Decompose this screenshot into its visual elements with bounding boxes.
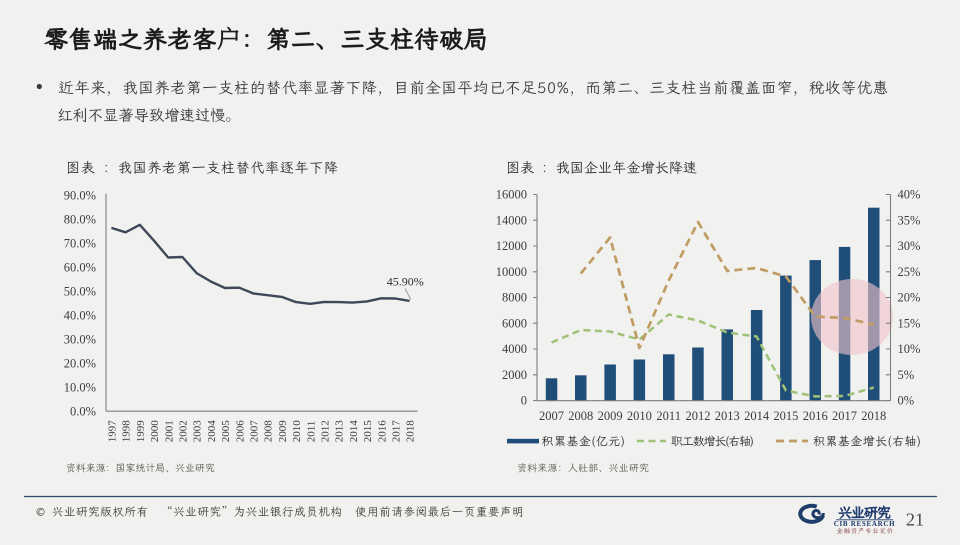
svg-text:2000: 2000 [149,420,161,443]
svg-text:4000: 4000 [502,342,527,356]
svg-text:2001: 2001 [163,420,175,442]
svg-text:0.0%: 0.0% [70,405,96,419]
svg-text:2004: 2004 [206,420,218,443]
svg-text:2014: 2014 [744,409,770,423]
svg-text:80.0%: 80.0% [64,213,96,227]
svg-text:2003: 2003 [192,420,204,443]
svg-text:30%: 30% [898,239,921,253]
svg-text:40%: 40% [898,188,921,202]
svg-text:35%: 35% [898,213,921,227]
svg-text:2011: 2011 [656,409,681,423]
svg-text:2013: 2013 [715,409,740,423]
svg-text:2017: 2017 [832,409,857,423]
svg-text:2012: 2012 [320,420,332,442]
svg-text:2010: 2010 [291,420,303,443]
svg-text:16000: 16000 [496,188,527,202]
svg-text:10000: 10000 [496,265,527,279]
svg-text:2015: 2015 [362,420,374,443]
svg-text:10.0%: 10.0% [64,381,96,395]
svg-text:2009: 2009 [277,420,289,443]
svg-text:2000: 2000 [502,368,527,382]
svg-text:2005: 2005 [220,420,232,443]
svg-text:20.0%: 20.0% [64,357,96,371]
svg-text:90.0%: 90.0% [64,189,96,203]
svg-text:25%: 25% [898,265,921,279]
svg-text:2007: 2007 [539,409,564,423]
svg-text:2009: 2009 [598,409,623,423]
svg-text:50.0%: 50.0% [64,285,96,299]
svg-text:2017: 2017 [391,420,403,443]
svg-text:2008: 2008 [263,420,275,443]
svg-text:45.90%: 45.90% [387,274,424,288]
svg-text:2007: 2007 [249,420,261,443]
svg-text:1998: 1998 [121,420,133,443]
svg-text:1999: 1999 [135,420,147,443]
svg-text:70.0%: 70.0% [64,237,96,251]
svg-text:5%: 5% [898,368,915,382]
svg-text:2002: 2002 [178,420,190,442]
svg-text:15%: 15% [898,316,921,330]
svg-text:2015: 2015 [773,409,798,423]
svg-text:2018: 2018 [861,409,886,423]
svg-text:2006: 2006 [234,420,246,443]
svg-text:2012: 2012 [686,409,711,423]
svg-text:2016: 2016 [376,420,388,443]
svg-text:2008: 2008 [568,409,593,423]
svg-text:40.0%: 40.0% [64,309,96,323]
svg-text:60.0%: 60.0% [64,261,96,275]
svg-text:30.0%: 30.0% [64,333,96,347]
svg-text:21: 21 [906,510,924,530]
svg-text:20%: 20% [898,291,921,305]
svg-text:14000: 14000 [496,213,527,227]
svg-text:10%: 10% [898,342,921,356]
svg-text:1997: 1997 [107,420,119,443]
svg-text:2016: 2016 [803,409,828,423]
svg-text:2018: 2018 [405,420,417,443]
svg-text:6000: 6000 [502,316,527,330]
svg-text:2013: 2013 [334,420,346,443]
svg-text:2010: 2010 [627,409,652,423]
svg-text:CIB RESEARCH: CIB RESEARCH [834,520,896,528]
svg-text:2011: 2011 [305,421,317,443]
svg-text:12000: 12000 [496,239,527,253]
svg-text:0: 0 [521,394,527,408]
svg-text:0%: 0% [898,394,915,408]
svg-text:2014: 2014 [348,420,360,443]
svg-text:8000: 8000 [502,291,527,305]
